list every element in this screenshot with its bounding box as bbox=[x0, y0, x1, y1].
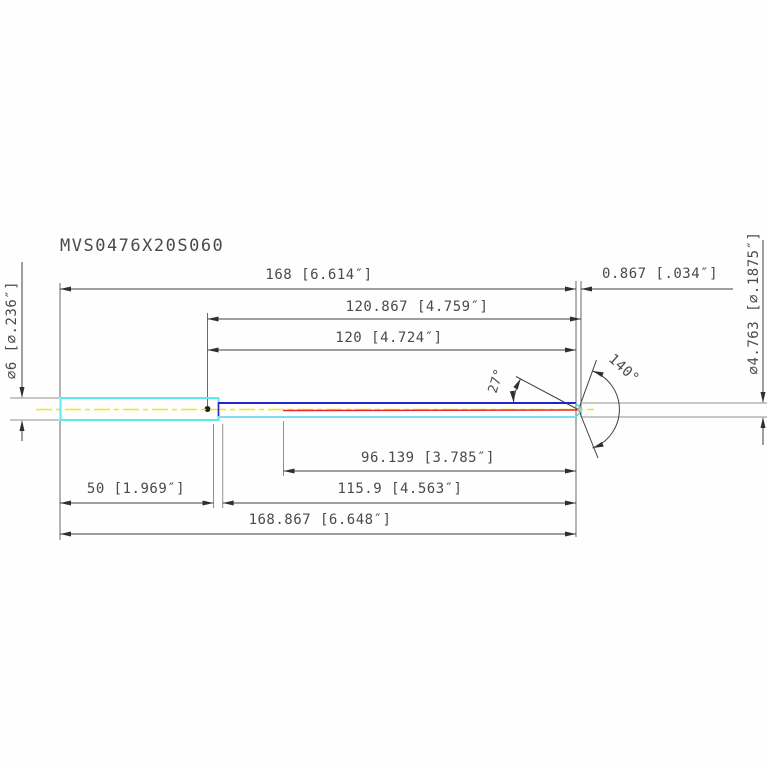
dimension-arrowheads bbox=[19, 286, 766, 537]
tip-upper-flank bbox=[575, 402, 583, 411]
part-number-label: MVS0476X20S060 bbox=[60, 236, 224, 256]
tip-lower-flank bbox=[575, 409, 583, 418]
point-angle-label: 140° bbox=[605, 351, 642, 387]
dim-overall-length-label: 168 [6.614″] bbox=[265, 267, 372, 283]
dim-step-to-flute-end-label: 120 [4.724″] bbox=[335, 330, 442, 346]
dim-shank-diameter-label: ⌀6 [⌀.236″] bbox=[4, 281, 20, 379]
dim-tip-to-step-label: 120.867 [4.759″] bbox=[346, 299, 489, 315]
drill-body bbox=[36, 397, 594, 421]
dim-total-length-label: 168.867 [6.648″] bbox=[249, 512, 392, 528]
flute-margin-line bbox=[282, 409, 578, 412]
dim-cutting-diameter-label: ⌀4.763 [⌀.1875″] bbox=[746, 232, 762, 375]
dim-shank-length-label: 50 [1.969″] bbox=[87, 481, 185, 497]
centerline-reference-dot bbox=[204, 406, 211, 412]
secondary-angle-label: 27° bbox=[486, 367, 508, 395]
dim-flute-length-label: 96.139 [3.785″] bbox=[361, 450, 495, 466]
dimension-lines bbox=[21, 240, 764, 535]
dim-point-length-label: 0.867 [.034″] bbox=[602, 266, 718, 282]
dim-body-length-label: 115.9 [4.563″] bbox=[337, 481, 462, 497]
point-angle-arc bbox=[592, 370, 620, 449]
